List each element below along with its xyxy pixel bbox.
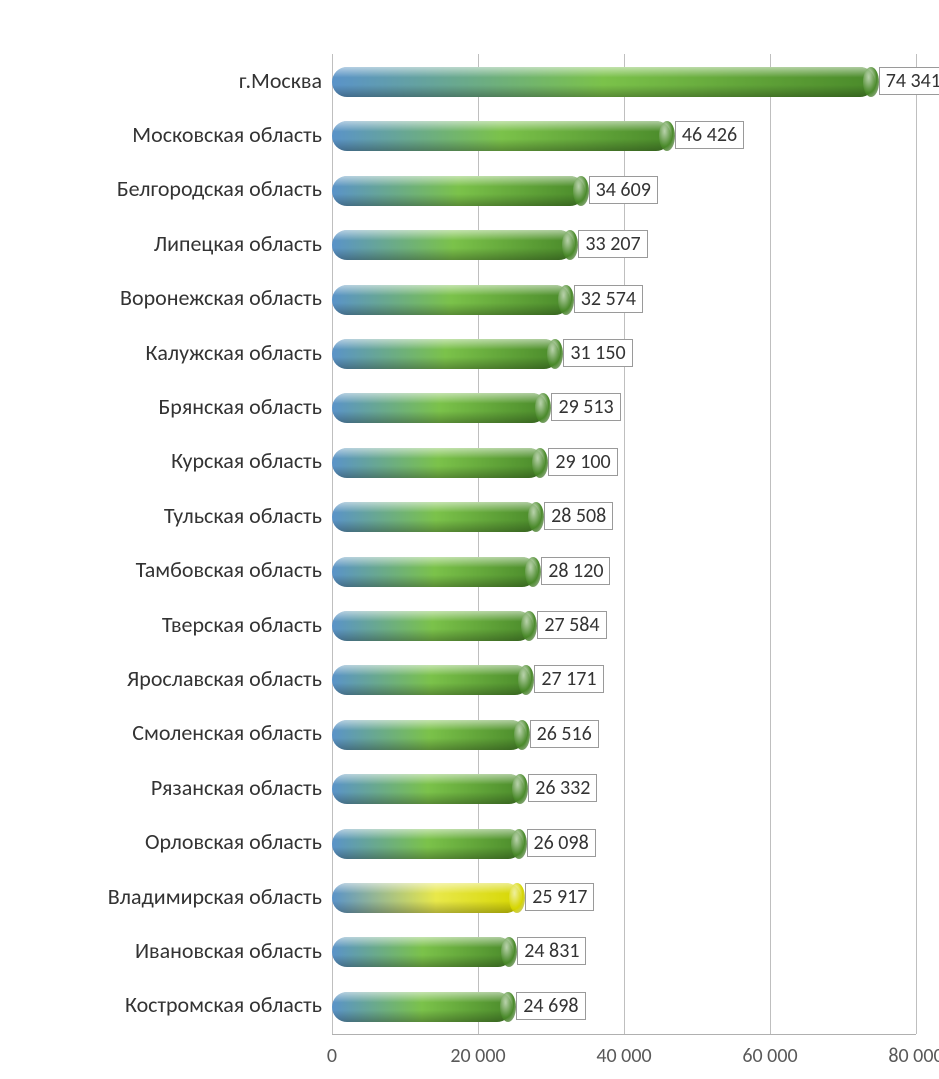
bar-shine [332,448,544,478]
bar-shine [332,992,512,1022]
bar-cap [558,285,574,315]
y-axis-label: Орловская область [145,828,322,855]
y-axis-label: Тамбовская область [136,556,322,583]
y-axis-label: Костромская область [125,991,322,1018]
bar [332,557,537,587]
y-axis-label: Белгородская область [117,175,322,202]
bar [332,665,530,695]
bar-shine [332,557,537,587]
y-axis-label: Владимирская область [108,883,322,910]
bar-cap [659,121,675,151]
bar [332,611,533,641]
x-axis-tick-label: 0 [327,1044,337,1068]
y-axis-label: Ивановская область [135,937,322,964]
value-label: 31 150 [563,339,632,367]
x-axis-tick-label: 80 000 [888,1044,939,1068]
value-label: 26 516 [530,720,599,748]
bar-shine [332,502,540,532]
gridline [770,54,771,1034]
value-label: 29 100 [548,448,617,476]
bar [332,393,547,423]
bar [332,339,559,369]
y-axis-label: Воронежская область [120,284,322,311]
value-label: 26 098 [527,829,596,857]
value-label: 34 609 [589,176,658,204]
value-label: 27 584 [537,611,606,639]
x-axis-tick-label: 60 000 [742,1044,797,1068]
chart-container: 0 20 000 40 000 60 000 80 000 г.Москва 74 341 М… [0,0,939,1079]
bar-cap [514,720,530,750]
bar-cap [863,67,879,97]
bar-shine [332,176,585,206]
y-axis-label: Смоленская область [132,719,322,746]
bar [332,176,585,206]
y-axis-label: Московская область [132,121,322,148]
bar-shine [332,611,533,641]
bar [332,502,540,532]
bar [332,774,524,804]
y-axis-label: Калужская область [146,339,322,366]
value-label: 74 341 [879,67,939,95]
bar-shine [332,774,524,804]
value-label: 29 513 [551,393,620,421]
bar-shine [332,937,513,967]
bar [332,829,523,859]
bar-cap [525,557,541,587]
bar-shine [332,121,671,151]
bar-cap [573,176,589,206]
value-label: 27 171 [534,665,603,693]
value-label: 32 574 [574,285,643,313]
bar-shine [332,230,574,260]
y-axis-label: Брянская область [158,393,322,420]
bar [332,720,526,750]
y-axis-label: Курская область [171,447,322,474]
bar-shine [332,665,530,695]
y-axis-label: Тульская область [164,502,322,529]
bar [332,992,512,1022]
value-label: 26 332 [528,774,597,802]
bar [332,121,671,151]
value-label: 28 508 [544,502,613,530]
value-label: 28 120 [541,557,610,585]
y-axis-label: Рязанская область [151,774,322,801]
bar-shine [332,339,559,369]
value-label: 46 426 [675,121,744,149]
value-label: 33 207 [578,230,647,258]
bar-shine [332,393,547,423]
bar [332,937,513,967]
x-axis-tick-label: 20 000 [450,1044,505,1068]
bar-shine [332,883,521,913]
bar [332,230,574,260]
y-axis-label: г.Москва [239,67,322,94]
gridline [332,54,333,1034]
value-label: 24 698 [516,992,585,1020]
x-axis-line [332,1034,916,1035]
value-label: 25 917 [525,883,594,911]
bar [332,67,875,97]
x-axis-tick-label: 40 000 [596,1044,651,1068]
gridline [916,54,917,1034]
y-axis-label: Ярославская область [127,665,322,692]
bar-shine [332,720,526,750]
bar-shine [332,67,875,97]
bar-cap [511,829,527,859]
bar [332,448,544,478]
y-axis-label: Тверская область [162,611,322,638]
value-label: 24 831 [517,937,586,965]
y-axis-label: Липецкая область [154,230,322,257]
bar [332,285,570,315]
bar [332,883,521,913]
bar-shine [332,829,523,859]
bar-shine [332,285,570,315]
